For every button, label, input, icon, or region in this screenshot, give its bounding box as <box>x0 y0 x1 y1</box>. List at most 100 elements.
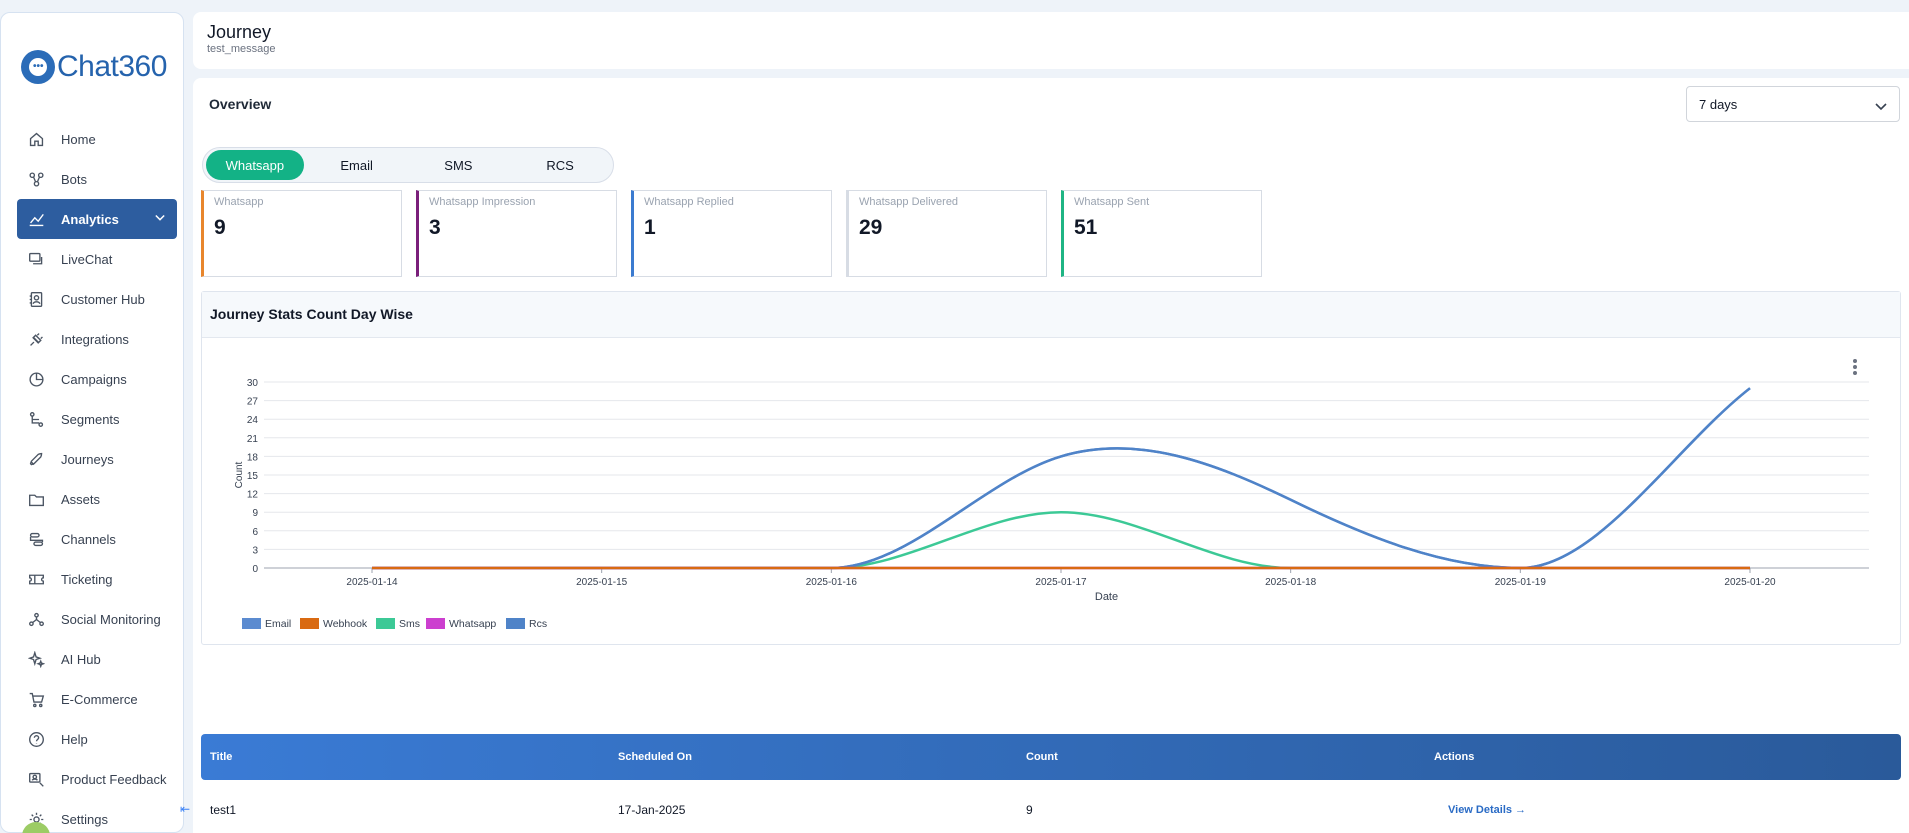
x-tick-label: 2025-01-18 <box>1265 577 1317 588</box>
sidebar-item-product-feedback[interactable]: Product Feedback <box>17 759 177 799</box>
table-row: test1 17-Jan-2025 9 View Details → <box>201 790 1901 830</box>
y-tick-label: 15 <box>247 471 259 482</box>
column-header: Title <box>210 751 233 763</box>
chart-title: Journey Stats Count Day Wise <box>202 292 1900 338</box>
y-tick-label: 30 <box>247 378 259 389</box>
sidebar-item-label: Assets <box>61 491 101 507</box>
sidebar-item-label: Analytics <box>61 211 119 227</box>
rocket-icon <box>27 450 45 468</box>
sidebar-item-e-commerce[interactable]: E-Commerce <box>17 679 177 719</box>
chat-logo-icon: ••• <box>21 50 55 84</box>
sidebar-item-label: Integrations <box>61 331 129 347</box>
legend-swatch-sms[interactable] <box>376 618 395 629</box>
ticket-icon <box>27 570 45 588</box>
sidebar-item-ai-hub[interactable]: AI Hub <box>17 639 177 679</box>
sidebar-nav: Home Bots Analytics LiveChat Customer Hub Int… <box>17 119 177 833</box>
legend-label[interactable]: Rcs <box>529 618 547 630</box>
sidebar-item-customer-hub[interactable]: Customer Hub <box>17 279 177 319</box>
stat-card: Whatsapp Replied 1 <box>631 190 832 277</box>
legend-swatch-email[interactable] <box>242 618 261 629</box>
sidebar-item-label: Product Feedback <box>61 771 167 787</box>
stat-card-value: 1 <box>644 216 656 239</box>
table-cell: 17-Jan-2025 <box>618 803 686 817</box>
sidebar-item-channels[interactable]: Channels <box>17 519 177 559</box>
sidebar-item-integrations[interactable]: Integrations <box>17 319 177 359</box>
network-icon <box>27 610 45 628</box>
date-range-value: 7 days <box>1699 97 1738 112</box>
sidebar-item-label: Bots <box>61 171 88 187</box>
legend-label[interactable]: Whatsapp <box>449 618 496 630</box>
cart-icon <box>27 690 45 708</box>
series-line-email <box>371 387 1751 570</box>
x-tick-label: 2025-01-20 <box>1724 577 1776 588</box>
sidebar-item-campaigns[interactable]: Campaigns <box>17 359 177 399</box>
sidebar-item-label: Campaigns <box>61 371 127 387</box>
contacts-icon <box>27 290 45 308</box>
page-subtitle: test_message <box>207 43 276 55</box>
legend-swatch-rcs[interactable] <box>506 618 525 629</box>
view-details-link[interactable]: View Details → <box>1448 804 1527 816</box>
sparkle-icon <box>27 650 45 668</box>
stat-card-value: 51 <box>1074 216 1098 239</box>
avatar[interactable] <box>22 822 50 833</box>
y-tick-label: 27 <box>247 397 259 408</box>
stat-card: Whatsapp Impression 3 <box>416 190 617 277</box>
table-cell: 9 <box>1026 803 1033 817</box>
folder-icon <box>27 490 45 508</box>
brand-logo[interactable]: ••• Chat360 <box>21 47 167 87</box>
y-tick-label: 21 <box>247 434 259 445</box>
sidebar-item-home[interactable]: Home <box>17 119 177 159</box>
sidebar-item-help[interactable]: Help <box>17 719 177 759</box>
livechat-icon <box>27 250 45 268</box>
sidebar-item-ticketing[interactable]: Ticketing <box>17 559 177 599</box>
x-axis-label: Date <box>1095 591 1118 603</box>
page-title: Journey <box>207 22 272 42</box>
tab-rcs[interactable]: RCS <box>546 157 574 173</box>
channel-tabs: Whatsapp Email SMS RCS <box>202 147 614 183</box>
sidebar-item-analytics[interactable]: Analytics <box>17 199 177 239</box>
sidebar-item-social-monitoring[interactable]: Social Monitoring <box>17 599 177 639</box>
overview-title: Overview <box>209 96 272 112</box>
legend-swatch-webhook[interactable] <box>300 618 319 629</box>
stat-card-value: 9 <box>214 216 226 239</box>
stat-card-value: 29 <box>859 216 883 239</box>
sidebar-item-bots[interactable]: Bots <box>17 159 177 199</box>
stat-card-label: Whatsapp Impression <box>429 196 536 208</box>
sidebar-item-label: Journeys <box>61 451 114 467</box>
sidebar-item-segments[interactable]: Segments <box>17 399 177 439</box>
tab-sms[interactable]: SMS <box>444 157 473 173</box>
x-tick-label: 2025-01-16 <box>806 577 858 588</box>
sidebar-item-assets[interactable]: Assets <box>17 479 177 519</box>
table-cell: test1 <box>210 803 237 817</box>
collapse-sidebar-icon[interactable]: ⇤ <box>179 802 191 816</box>
column-header: Scheduled On <box>618 751 692 763</box>
chart-menu-icon[interactable] <box>1852 359 1858 375</box>
chevron-down-icon <box>155 214 165 225</box>
pie-icon <box>27 370 45 388</box>
segments-icon <box>27 410 45 428</box>
sidebar-item-livechat[interactable]: LiveChat <box>17 239 177 279</box>
y-tick-label: 3 <box>252 545 258 556</box>
tab-email[interactable]: Email <box>340 157 373 173</box>
legend-label[interactable]: Email <box>265 618 291 630</box>
tab-whatsapp[interactable]: Whatsapp <box>206 150 304 180</box>
y-tick-label: 9 <box>252 508 258 519</box>
y-tick-label: 24 <box>247 415 259 426</box>
stat-card-label: Whatsapp Delivered <box>859 196 959 208</box>
column-header: Count <box>1026 751 1058 763</box>
home-icon <box>27 130 45 148</box>
sidebar-item-journeys[interactable]: Journeys <box>17 439 177 479</box>
date-range-select[interactable]: 7 days <box>1686 86 1900 122</box>
legend-label[interactable]: Sms <box>399 618 420 630</box>
x-tick-label: 2025-01-14 <box>346 577 398 588</box>
stat-card-label: Whatsapp Sent <box>1074 196 1150 208</box>
x-tick-label: 2025-01-19 <box>1495 577 1547 588</box>
y-axis-label: Count <box>234 461 245 488</box>
legend-swatch-whatsapp[interactable] <box>426 618 445 629</box>
x-tick-label: 2025-01-15 <box>576 577 628 588</box>
sidebar-item-label: Channels <box>61 531 116 547</box>
legend-label[interactable]: Webhook <box>323 618 368 630</box>
sidebar-item-label: Settings <box>61 811 108 827</box>
sidebar-item-label: LiveChat <box>61 251 113 267</box>
help-icon <box>27 730 45 748</box>
